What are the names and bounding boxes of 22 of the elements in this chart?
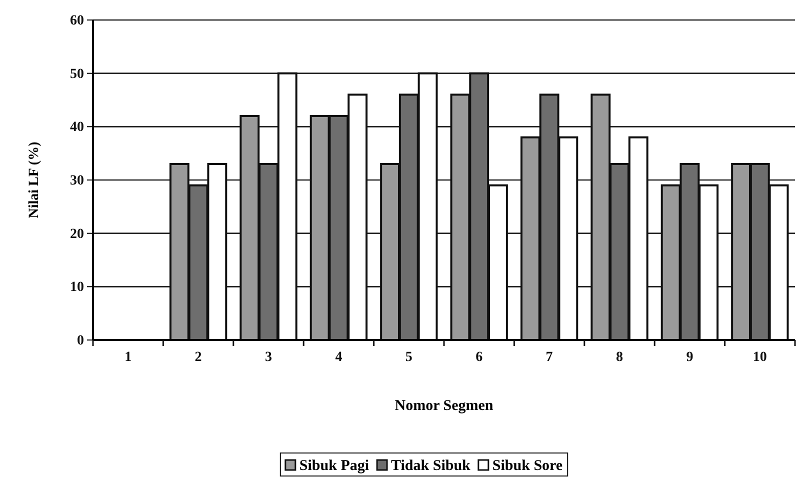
x-tick-label: 10 <box>752 350 767 366</box>
x-tick-label: 1 <box>124 350 132 366</box>
y-tick-label: 50 <box>70 66 84 82</box>
x-tick-label: 6 <box>476 350 483 366</box>
y-axis-title: Nilai LF (%) <box>27 141 42 218</box>
x-tick-label: 3 <box>265 350 272 366</box>
y-tick-label: 60 <box>70 13 84 28</box>
x-axis-title: Nomor Segmen <box>394 398 494 414</box>
x-tick-label: 4 <box>335 350 342 366</box>
x-tick-label: 8 <box>616 350 623 366</box>
x-tick-label: 5 <box>405 350 412 366</box>
legend-label: Sibuk Sore <box>492 458 563 474</box>
y-tick-label: 30 <box>70 173 84 188</box>
y-tick-label: 10 <box>70 280 84 296</box>
x-tick-label: 7 <box>546 350 553 366</box>
y-tick-label: 0 <box>77 333 84 348</box>
x-tick-label: 9 <box>686 350 694 366</box>
x-tick-label: 2 <box>194 350 202 366</box>
y-tick-label: 20 <box>70 226 84 242</box>
y-tick-label: 40 <box>70 120 84 136</box>
legend-label: Sibuk Pagi <box>299 458 370 474</box>
legend-label: Tidak Sibuk <box>391 458 472 474</box>
